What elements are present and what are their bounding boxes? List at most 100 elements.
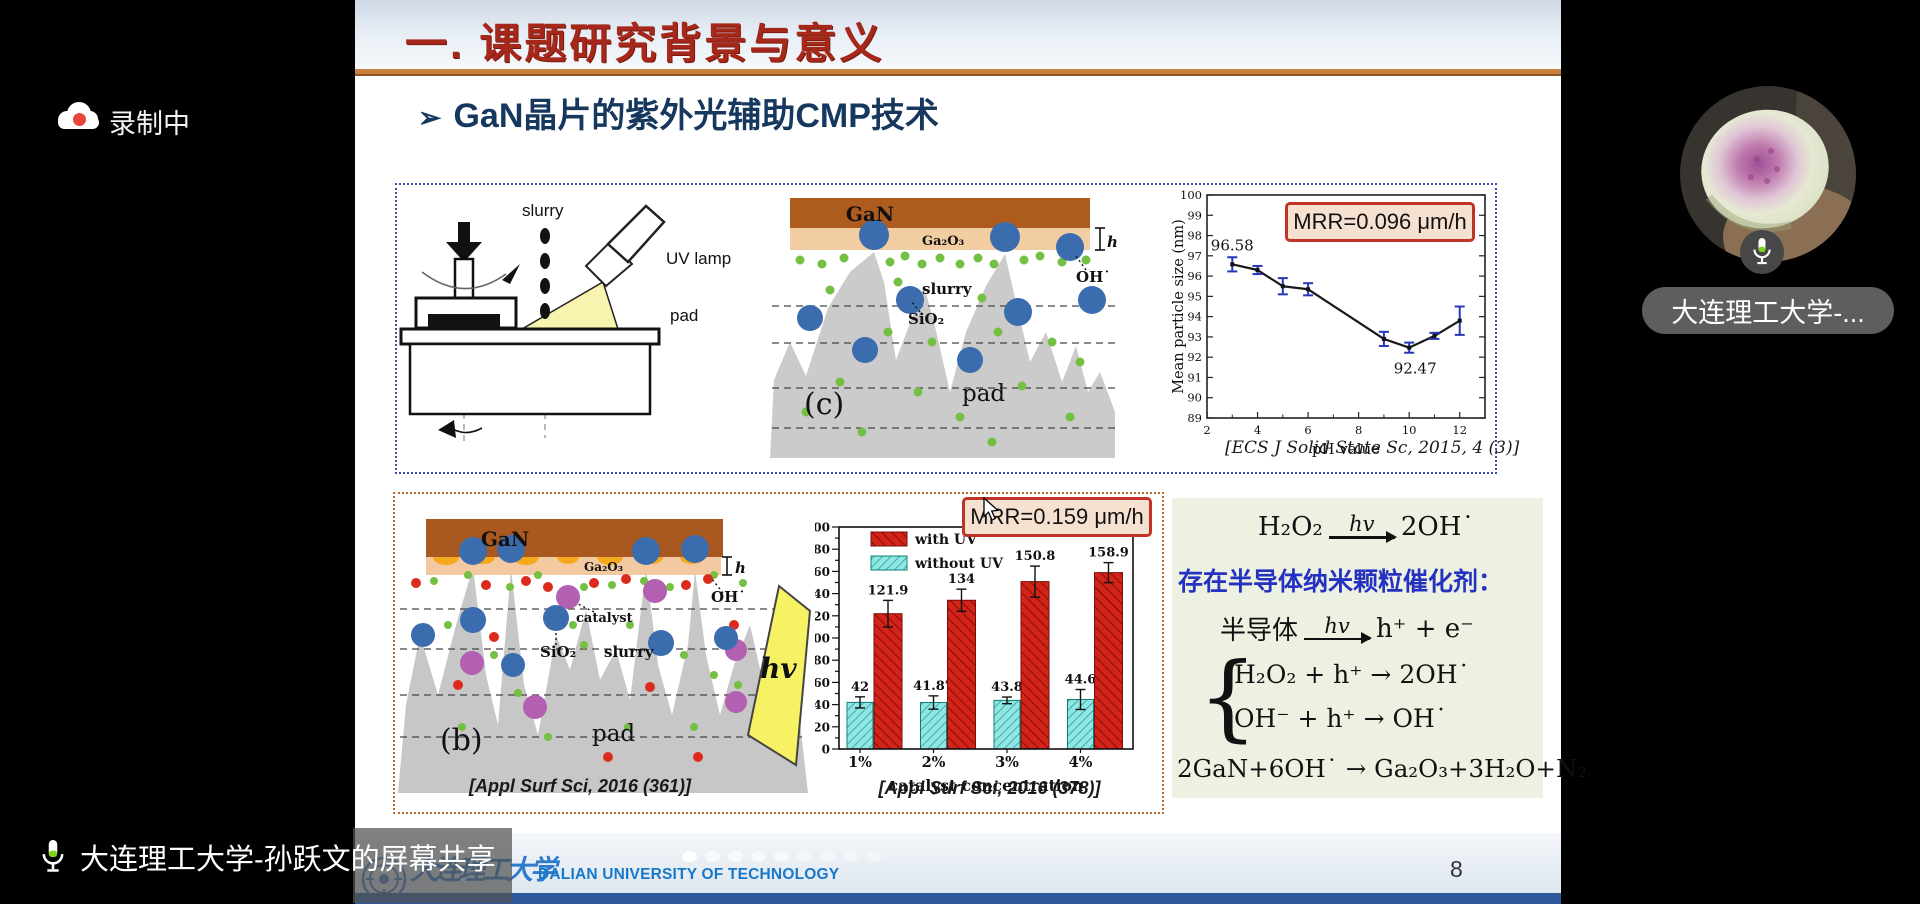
svg-text:93: 93 [1187,330,1202,344]
svg-text:160: 160 [815,565,830,579]
ga2o3-label: Ga₂O₃ [584,560,623,574]
reaction-arrow: hv [1304,615,1373,646]
footer-blue-strip [355,893,1561,904]
progress-dot [866,851,881,862]
recording-label: 录制中 [109,109,190,139]
progress-dot [682,851,697,862]
svg-text:121.9: 121.9 [868,583,909,598]
svg-text:98: 98 [1187,229,1202,243]
svg-text:10: 10 [1402,423,1417,437]
pad-label: pad [592,721,635,747]
svg-text:99: 99 [1187,208,1202,222]
svg-text:2: 2 [1203,423,1210,437]
microphone-icon[interactable] [36,834,70,880]
progress-dot [843,851,858,862]
participant-avatar[interactable] [1679,85,1857,263]
uv-lamp-tube [606,204,666,264]
svg-text:92.47: 92.47 [1394,360,1437,378]
progress-dot [751,851,766,862]
catalyst-label: catalyst [576,611,633,626]
slide-subtitle: ➢ GaN晶片的紫外光辅助CMP技术 [418,88,939,137]
brace: { [1198,643,1258,752]
svg-text:4%: 4% [1069,754,1093,771]
bottom-dashed-panel [393,492,1164,814]
svg-text:43.8: 43.8 [991,680,1023,695]
svg-text:96.58: 96.58 [1211,236,1254,254]
slide-section-title: 一. 课题研究背景与意义 [405,20,885,67]
pad-label: pad [962,381,1005,407]
equation-oh-hole: OH⁻ + h⁺ → OH˙ [1234,704,1448,733]
microphone-icon [1753,238,1771,265]
participant-name-pill[interactable]: 大连理工大学-... [1642,287,1894,334]
svg-text:140: 140 [815,587,830,601]
slide-footer-band [355,833,1561,893]
slide-progress-dots [682,851,881,862]
equation-h2o2-hole: H₂O₂ + h⁺ → 2OH˙ [1234,660,1471,689]
svg-text:3%: 3% [995,754,1019,771]
citation-top: [ECS J Solid State Sc, 2015, 4 (3)] [1225,438,1520,458]
slurry-particles [411,535,747,762]
oh-radical-label: OH˙ [1076,268,1111,286]
slurry-particles [795,220,1106,447]
svg-text:95: 95 [1187,289,1202,303]
oh-radical-label: OH˙ [711,588,746,606]
h-label: h [1107,233,1118,251]
svg-text:80: 80 [815,654,830,668]
sio2-label: SiO₂ [540,643,576,661]
diagram-b-catalyst-interface: GaN Ga₂O₃ h OH˙ catalyst SiO₂ slurry pad… [398,519,808,793]
svg-text:200: 200 [815,521,830,535]
record-dot-icon [73,113,86,126]
arrow-bullet-icon: ➢ [418,102,442,133]
svg-text:without UV: without UV [914,556,1004,572]
svg-text:40: 40 [815,698,830,712]
svg-text:20: 20 [815,720,830,734]
participant-mic-indicator[interactable] [1740,230,1784,274]
svg-text:60: 60 [815,676,830,690]
svg-text:catalyst concentration: catalyst concentration [889,776,1084,795]
diagram-c-polishing-interface: GaN Ga₂O₃ h OH˙ slurry SiO₂ pad (c) [770,198,1118,458]
screen-share-label: 大连理工大学-孙跃文的屏幕共享 [80,844,496,876]
university-name-en: DALIAN UNIVERSITY OF TECHNOLOGY [538,866,840,883]
svg-text:4: 4 [1254,423,1261,437]
progress-dot [705,851,720,862]
header-rule [355,69,1561,76]
svg-text:158.9: 158.9 [1088,546,1129,561]
svg-text:120: 120 [815,609,830,623]
cmp-schematic-diagram: slurry UV lamp pad [399,201,731,441]
uv-beam [519,280,620,330]
mouse-cursor [983,497,1000,521]
pad-label: pad [670,306,698,325]
panel-tag-c: (c) [804,387,844,422]
participant-name: 大连理工大学-... [1671,298,1865,328]
equation-h2o2: H₂O₂ hv 2OH˙ [1258,512,1475,545]
progress-dot [774,851,789,862]
shared-slide: 一. 课题研究背景与意义 ➢ GaN晶片的紫外光辅助CMP技术 [355,0,1587,904]
svg-text:97: 97 [1187,249,1202,263]
svg-text:96: 96 [1187,269,1202,283]
share-toolbar-backdrop [353,828,512,903]
gan-label: GaN [481,527,529,551]
svg-text:44.6: 44.6 [1065,673,1097,688]
slide-header-band [355,0,1561,72]
svg-text:Mean particle size (nm): Mean particle size (nm) [1171,219,1187,394]
hv-label: hv [760,652,797,685]
chemistry-note: 存在半导体纳米颗粒催化剂： [1178,568,1504,596]
panel-tag-b: (b) [440,723,483,758]
slurry-label: slurry [522,201,564,220]
top-dashed-panel [395,183,1497,474]
svg-text:0: 0 [822,743,830,757]
slurry-label: slurry [604,643,655,661]
svg-text:180: 180 [815,543,830,557]
h-label: h [735,559,746,577]
svg-text:41.87: 41.87 [913,679,954,694]
svg-text:pH value: pH value [1312,440,1380,458]
mrr-badge-top: MRR=0.096 μm/h [1285,202,1475,242]
pad-asperities [770,252,1115,458]
svg-text:100: 100 [1180,188,1202,202]
chemistry-panel: H₂O₂ hv 2OH˙ 存在半导体纳米颗粒催化剂： 半导体 hv h⁺ + e… [1172,498,1587,798]
recording-indicator[interactable]: 录制中 [56,98,276,139]
gan-layer [790,198,1090,228]
equation-semiconductor: 半导体 hv h⁺ + e⁻ [1220,613,1474,647]
subtitle-text: GaN晶片的紫外光辅助CMP技术 [453,97,939,135]
